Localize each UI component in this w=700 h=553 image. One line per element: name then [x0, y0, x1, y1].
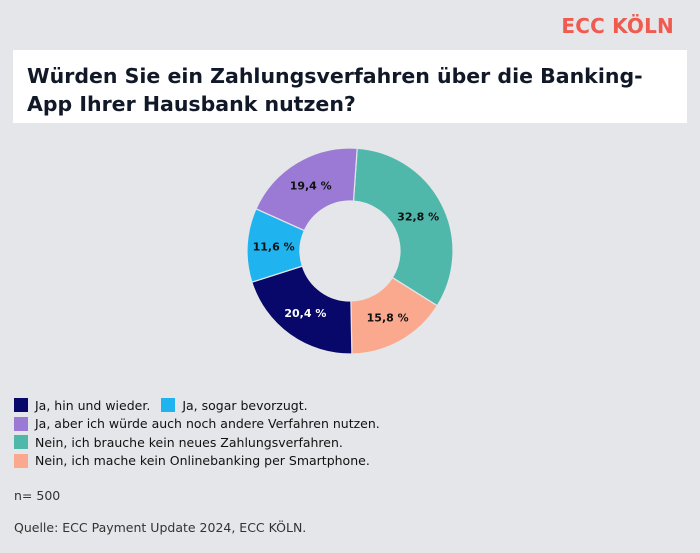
legend-swatch: [14, 435, 28, 450]
legend-swatch: [161, 398, 176, 413]
sample-size: n= 500: [14, 488, 61, 503]
donut-slice-4: [255, 147, 358, 232]
slice-label-2: 20,4 %: [284, 307, 326, 320]
legend-label: Ja, aber ich würde auch noch andere Verf…: [35, 416, 380, 432]
legend-item: Nein, ich brauche kein neues Zahlungsver…: [14, 435, 343, 450]
slice-label-3: 11,6 %: [253, 241, 295, 254]
donut-slice-0: [352, 147, 454, 307]
legend-row: Ja, aber ich würde auch noch andere Verf…: [14, 415, 391, 434]
title-box: Würden Sie ein Zahlungsverfahren über di…: [13, 50, 687, 123]
donut-slice-2: [251, 265, 353, 355]
slice-label-1: 15,8 %: [367, 312, 409, 325]
legend-swatch: [14, 398, 28, 413]
legend-label: Ja, hin und wieder.: [35, 397, 151, 413]
legend-label: Nein, ich mache kein Onlinebanking per S…: [35, 453, 370, 469]
chart-legend: Ja, hin und wieder. Ja, sogar bevorzugt. J…: [14, 396, 391, 470]
legend-swatch: [14, 416, 28, 431]
legend-row: Ja, hin und wieder. Ja, sogar bevorzugt.: [14, 396, 391, 415]
slice-label-4: 19,4 %: [290, 179, 332, 192]
legend-row: Nein, ich mache kein Onlinebanking per S…: [14, 452, 391, 471]
slice-label-0: 32,8 %: [397, 210, 439, 223]
legend-item: Ja, sogar bevorzugt.: [161, 397, 308, 413]
legend-label: Nein, ich brauche kein neues Zahlungsver…: [35, 434, 343, 450]
donut-chart: 32,8 % 15,8 % 20,4 % 11,6 % 19,4 %: [246, 147, 454, 355]
legend-item: Ja, aber ich würde auch noch andere Verf…: [14, 416, 380, 431]
legend-item: Nein, ich mache kein Onlinebanking per S…: [14, 453, 370, 468]
chart-title: Würden Sie ein Zahlungsverfahren über di…: [27, 64, 643, 116]
legend-label: Ja, sogar bevorzugt.: [182, 397, 308, 413]
legend-item: Ja, hin und wieder.: [14, 398, 150, 413]
source-note: Quelle: ECC Payment Update 2024, ECC KÖL…: [14, 520, 307, 535]
brand-logo: ECC KÖLN: [561, 14, 674, 38]
legend-row: Nein, ich brauche kein neues Zahlungsver…: [14, 433, 391, 452]
legend-swatch: [14, 453, 28, 468]
